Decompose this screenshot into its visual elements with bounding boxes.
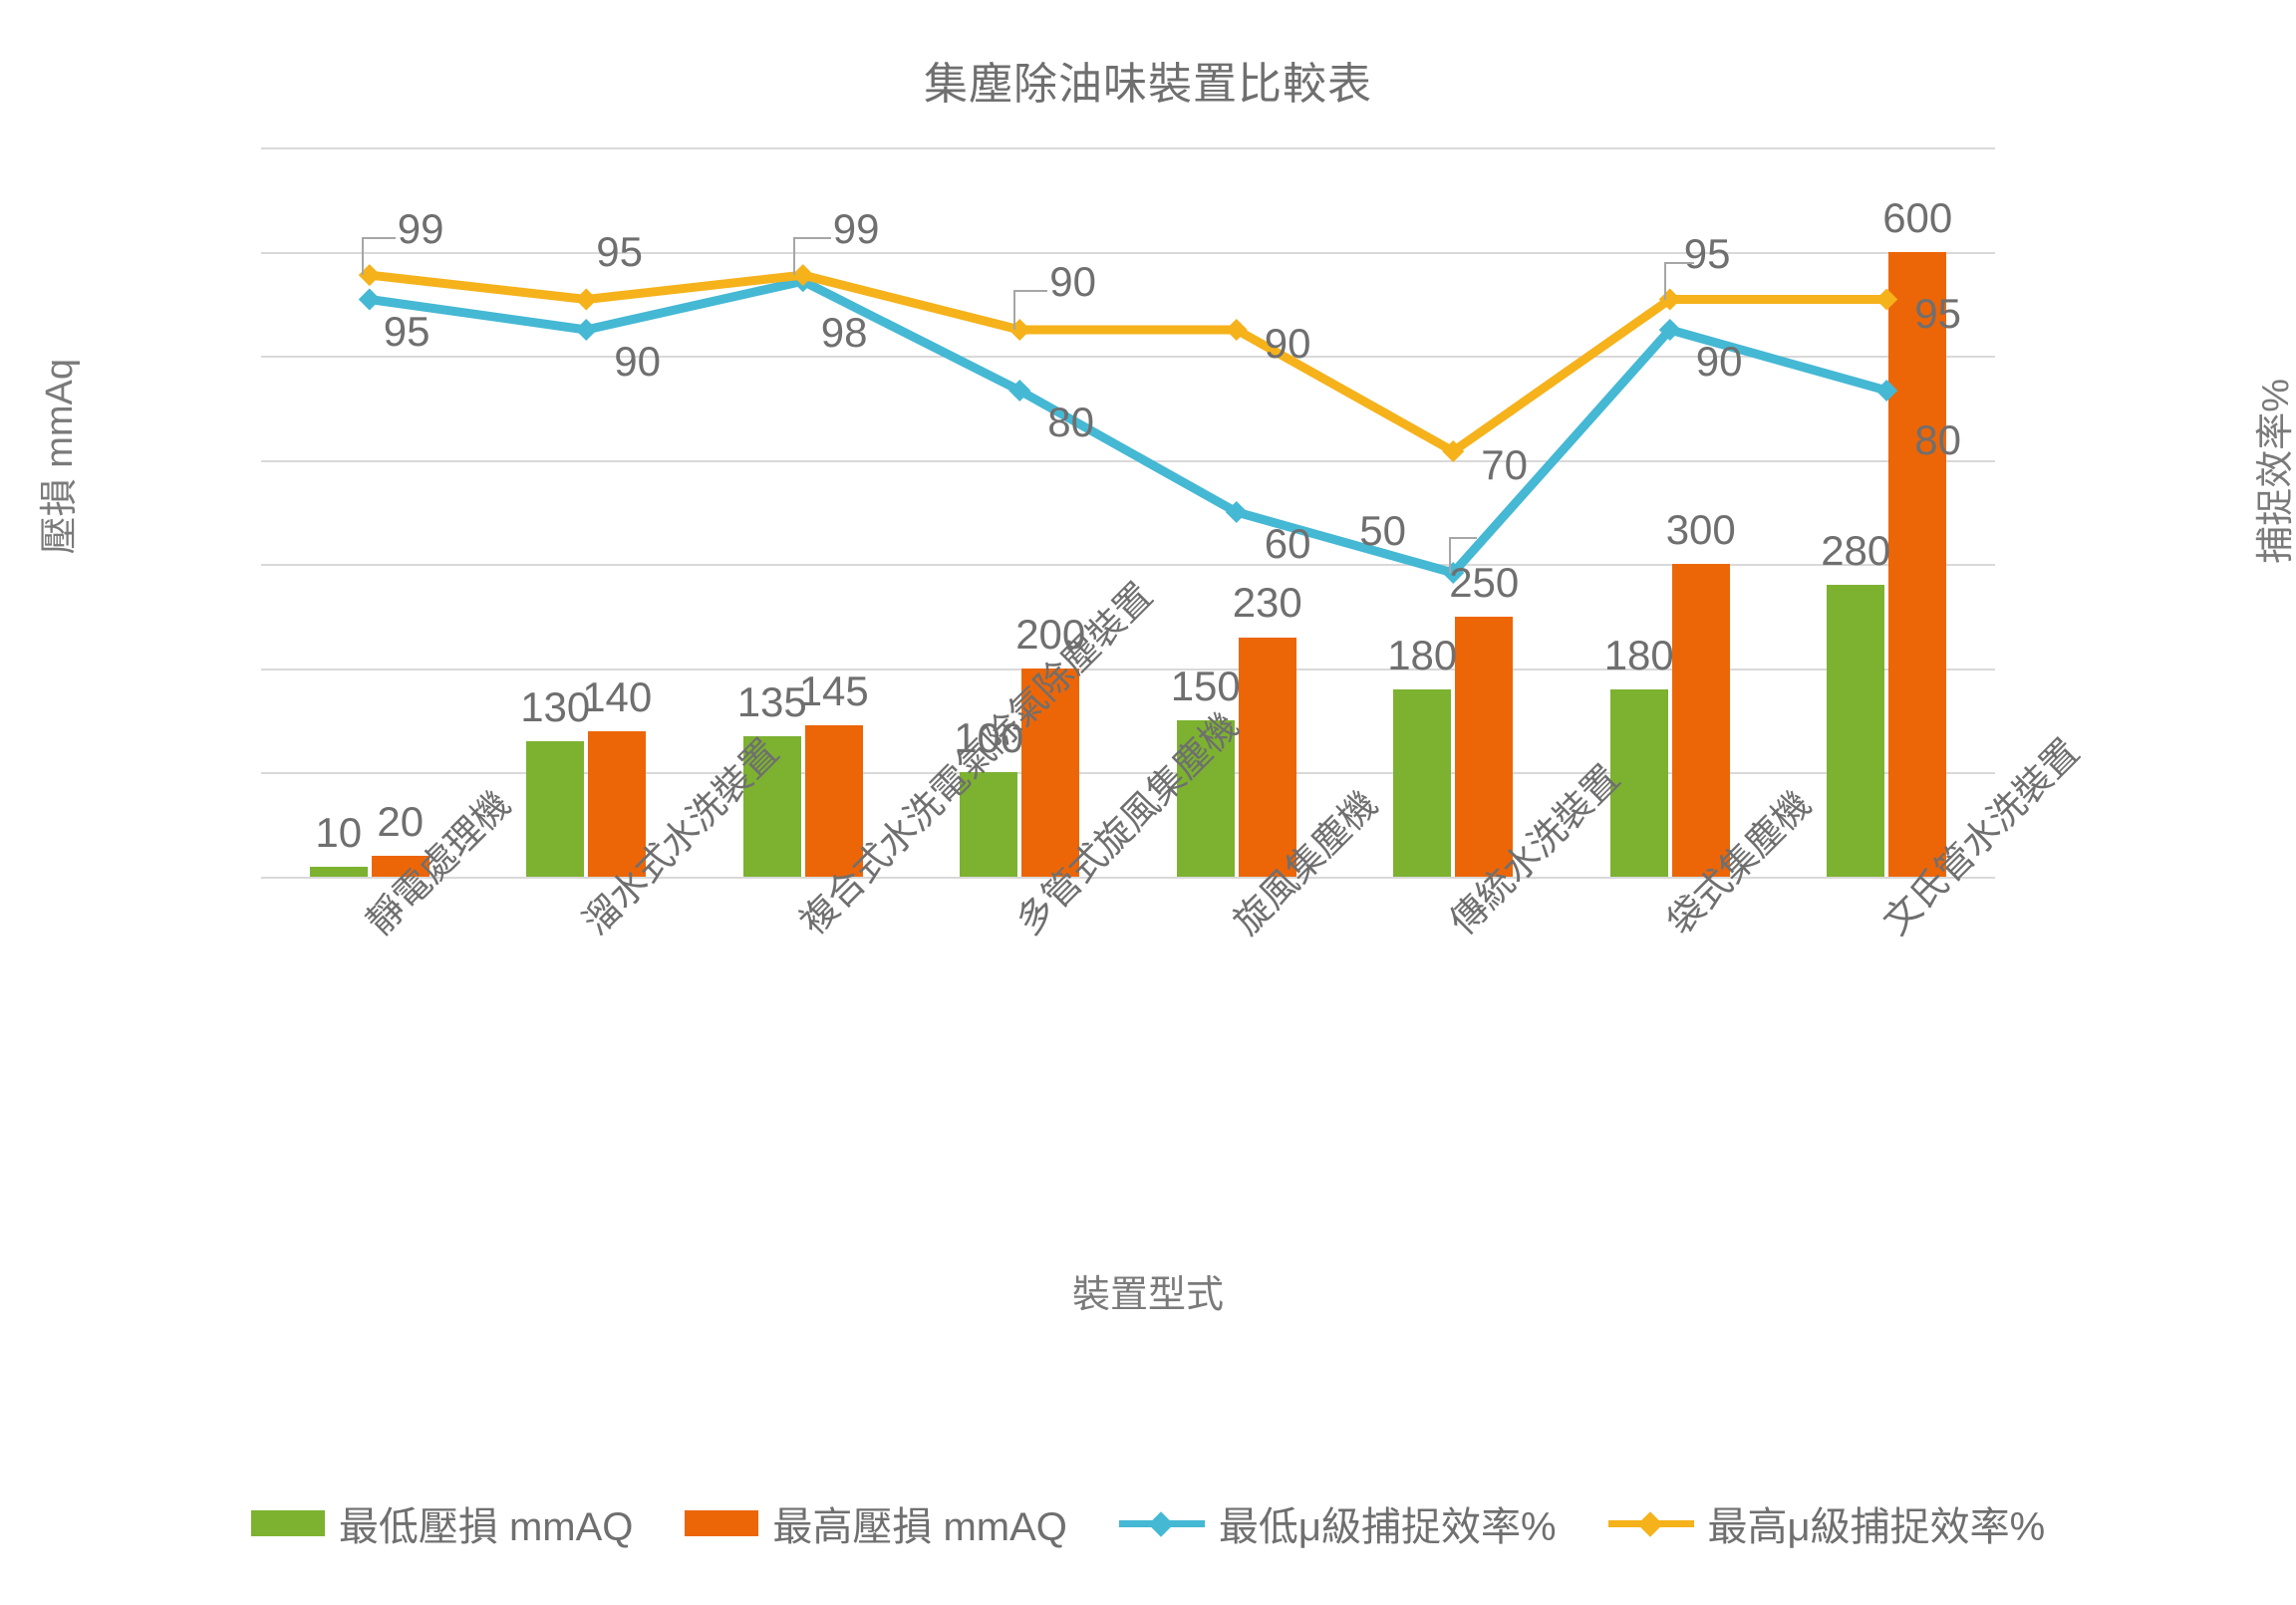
x-axis-title: 裝置型式 — [1071, 1274, 1224, 1316]
y-axis-left-title: 壓損 mmAq — [39, 359, 81, 555]
legend-line-icon — [1118, 1510, 1205, 1537]
bar-min-pressure-loss — [1609, 688, 1668, 877]
gridline — [261, 251, 1995, 254]
line-value-label-min: 95 — [383, 307, 430, 355]
bar-value-label-min: 280 — [1821, 527, 1891, 575]
bar-max-pressure-loss — [1455, 616, 1514, 877]
bar-max-pressure-loss — [588, 730, 647, 877]
line-value-label-min: 80 — [1047, 399, 1094, 445]
legend-item[interactable]: 最高μ級捕捉效率% — [1607, 1494, 2046, 1552]
legend-label: 最高壓損 mmAQ — [772, 1505, 1067, 1549]
bar-value-label-max: 300 — [1665, 506, 1736, 554]
label-leader-line — [1449, 537, 1478, 573]
line-value-label-min: 50 — [1359, 507, 1406, 554]
bar-min-pressure-loss — [526, 741, 585, 877]
bar-min-pressure-loss — [960, 772, 1018, 877]
line-value-label-min: 98 — [820, 309, 868, 357]
bar-value-label-max: 230 — [1232, 579, 1302, 627]
bar-value-label-min: 10 — [315, 808, 363, 856]
line-value-label-min: 80 — [1914, 416, 1961, 463]
line-value-label-max: 99 — [832, 205, 880, 253]
line-max-capture-efficiency-path — [365, 270, 1891, 456]
line-value-label-max: 90 — [1049, 258, 1096, 305]
line-min-capture-efficiency-marker — [1008, 380, 1031, 401]
legend-item[interactable]: 最高壓損 mmAQ — [685, 1494, 1067, 1552]
bar-value-label-min: 150 — [1170, 663, 1241, 710]
bar-min-pressure-loss — [309, 866, 368, 877]
line-min-capture-efficiency-marker — [358, 288, 381, 311]
bar-max-pressure-loss — [1238, 637, 1296, 877]
gridline — [261, 564, 1995, 567]
bar-max-pressure-loss — [804, 725, 863, 877]
bar-value-label-max: 600 — [1882, 193, 1953, 241]
line-value-label-max: 99 — [397, 205, 444, 253]
bar-min-pressure-loss — [1176, 720, 1235, 877]
line-value-label-max: 95 — [1914, 289, 1961, 337]
line-value-label-max: 70 — [1481, 441, 1528, 488]
line-max-capture-efficiency-marker — [1225, 319, 1248, 341]
bar-value-label-max: 145 — [798, 668, 869, 715]
line-value-label-min: 90 — [1695, 338, 1743, 385]
legend-label: 最低μ級捕捉效率% — [1218, 1505, 1557, 1549]
bar-value-label-max: 140 — [582, 672, 653, 720]
bar-min-pressure-loss — [1827, 585, 1885, 877]
label-leader-line — [792, 237, 831, 276]
bar-max-pressure-loss — [1021, 668, 1080, 877]
label-leader-line — [1663, 261, 1694, 300]
gridline — [261, 147, 1995, 149]
gridline — [261, 668, 1995, 670]
line-max-capture-efficiency-marker — [1442, 440, 1465, 462]
line-min-capture-efficiency-marker — [1225, 501, 1248, 523]
bar-value-label-max: 250 — [1449, 558, 1520, 606]
legend-item[interactable]: 最低壓損 mmAQ — [250, 1494, 634, 1552]
line-value-label-max: 95 — [596, 227, 643, 275]
chart-title: 集塵除油味裝置比較表 — [924, 60, 1372, 109]
y-axis-right-title: 捕捉效率% — [2255, 379, 2296, 564]
label-leader-line — [1013, 290, 1048, 330]
legend-swatch-icon — [250, 1510, 325, 1536]
bar-value-label-max: 20 — [377, 798, 425, 846]
gridline — [261, 772, 1995, 775]
bar-value-label-min: 180 — [1603, 631, 1674, 678]
bar-min-pressure-loss — [742, 735, 801, 877]
legend-line-icon — [1607, 1510, 1694, 1537]
gridline — [261, 877, 1995, 879]
line-value-label-min: 90 — [614, 338, 661, 385]
bar-max-pressure-loss — [1671, 564, 1730, 877]
bar-value-label-min: 130 — [520, 683, 591, 731]
gridline — [261, 459, 1995, 462]
bar-min-pressure-loss — [1393, 688, 1452, 877]
bar-max-pressure-loss — [371, 856, 430, 877]
bar-value-label-min: 100 — [954, 714, 1024, 762]
line-value-label-max: 90 — [1264, 320, 1311, 367]
label-leader-line — [361, 237, 396, 276]
bar-value-label-min: 180 — [1387, 631, 1458, 678]
line-value-label-max: 95 — [1683, 229, 1731, 277]
bar-value-label-max: 200 — [1015, 610, 1086, 658]
line-min-capture-efficiency-marker — [1658, 319, 1681, 341]
bar-value-label-min: 135 — [736, 677, 807, 725]
legend-item[interactable]: 最低μ級捕捉效率% — [1118, 1494, 1557, 1552]
line-value-label-min: 60 — [1264, 520, 1311, 567]
chart-legend: 最低壓損 mmAQ 最高壓損 mmAQ 最低μ級捕捉效率% 最高μ級捕捉效率% — [0, 1494, 2296, 1552]
bar-max-pressure-loss — [1888, 251, 1947, 877]
legend-label: 最低壓損 mmAQ — [338, 1505, 634, 1549]
legend-swatch-icon — [685, 1510, 759, 1536]
line-min-capture-efficiency-marker — [575, 319, 598, 341]
legend-label: 最高μ級捕捉效率% — [1707, 1505, 2046, 1549]
plot-area: 0100200300400500600700 020406080100120 1… — [261, 147, 1995, 879]
line-max-capture-efficiency-marker — [575, 288, 598, 311]
